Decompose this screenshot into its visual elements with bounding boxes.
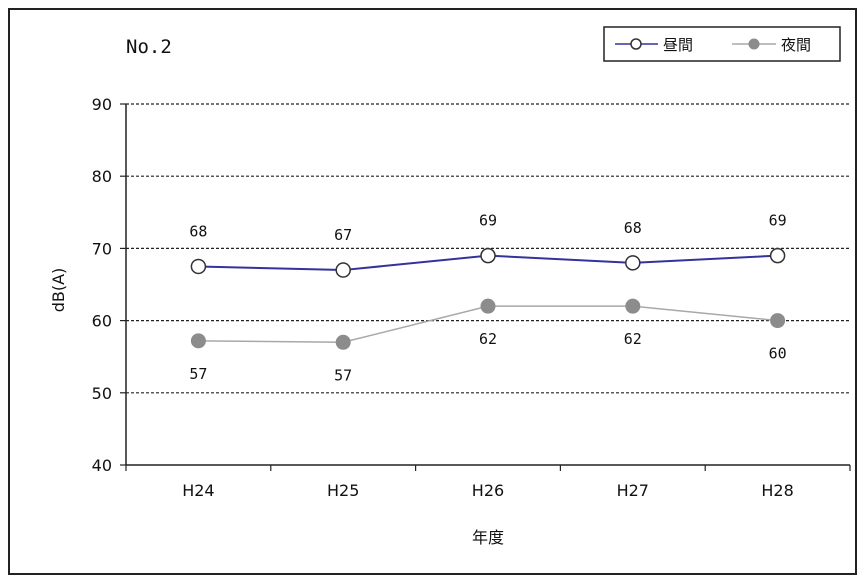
series-daytime: 68 67 69 68 69 [189,212,787,278]
legend-label-night: 夜間 [781,36,811,54]
x-tick-label: H26 [472,481,504,500]
legend-label-daytime: 昼間 [663,36,693,54]
chart-frame [8,8,857,575]
y-axis-title: dB(A) [49,268,68,313]
x-tick-label: H27 [617,481,649,500]
legend: 昼間 夜間 [603,26,841,62]
axes [125,104,850,466]
data-point [625,298,641,314]
y-axis-ticks: 40 50 60 70 80 90 [92,95,126,475]
data-label: 67 [334,226,352,244]
data-point [770,313,786,329]
x-axis-ticks: H24 H25 H26 H27 H28 [125,465,851,500]
series-layer: 68 67 69 68 69 57 57 62 62 60 [189,212,786,385]
data-label: 62 [479,330,497,348]
x-axis-title: 年度 [472,528,504,547]
data-label: 62 [624,330,642,348]
legend-marker-night [748,38,760,50]
y-tick-label: 90 [92,95,112,114]
y-tick-label: 80 [92,167,112,186]
chart-title: No.2 [126,36,172,58]
y-tick-label: 60 [92,312,112,331]
series-night: 57 57 62 62 60 [189,298,787,384]
x-tick-label: H28 [761,481,793,500]
y-tick-label: 50 [92,384,112,403]
data-label: 69 [769,212,787,230]
x-tick-label: H24 [182,481,214,500]
data-label: 60 [769,345,787,363]
legend-marker-daytime [630,38,642,50]
data-point [190,333,206,349]
data-label: 57 [334,366,352,384]
x-tick-label: H25 [327,481,359,500]
data-point [335,262,351,278]
y-tick-label: 70 [92,239,112,258]
data-label: 68 [624,219,642,237]
data-point [190,258,207,275]
data-point [625,255,641,271]
data-label: 69 [479,212,497,230]
data-point [480,298,496,314]
data-label: 68 [189,222,207,240]
data-point [335,334,351,350]
y-tick-label: 40 [92,456,112,475]
data-point [769,247,786,264]
data-point [480,247,496,264]
data-label: 57 [189,365,207,383]
